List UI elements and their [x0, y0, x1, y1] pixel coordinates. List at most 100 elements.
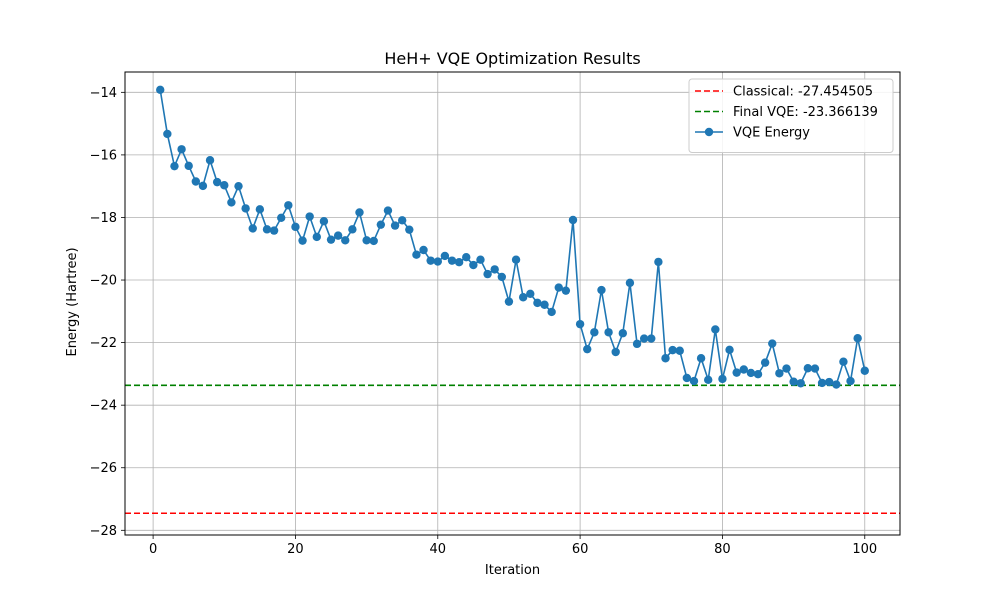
x-tick-label: 80 [714, 542, 731, 557]
data-point [298, 236, 307, 245]
data-point [696, 354, 706, 363]
data-point [426, 256, 435, 265]
data-point [390, 221, 400, 230]
data-point [355, 208, 364, 217]
data-point [419, 245, 428, 255]
data-point [234, 181, 243, 191]
data-point [440, 251, 450, 261]
data-point [312, 232, 321, 242]
data-point [682, 373, 692, 383]
data-point [483, 269, 492, 279]
data-point [796, 379, 805, 388]
data-point [248, 224, 257, 233]
data-point [675, 346, 684, 355]
data-point [597, 285, 606, 295]
data-point [504, 297, 514, 306]
data-point [241, 204, 250, 213]
y-tick-label: −20 [90, 274, 117, 289]
data-point [533, 298, 542, 308]
data-point [689, 376, 699, 386]
data-point [604, 328, 613, 337]
data-point [839, 357, 848, 366]
data-point [568, 215, 578, 225]
x-tick-label: 60 [572, 542, 589, 557]
data-point [832, 380, 841, 389]
data-point [760, 358, 770, 367]
y-tick-label: −14 [90, 86, 117, 101]
data-point [348, 225, 357, 234]
data-point [490, 265, 499, 274]
reference-lines [125, 384, 900, 515]
data-point [824, 377, 834, 387]
x-tick-label: 0 [149, 542, 157, 557]
data-point [775, 369, 784, 378]
series-layer [156, 85, 869, 389]
data-point [476, 255, 485, 264]
data-point [575, 319, 585, 329]
y-tick-label: −24 [90, 399, 117, 414]
legend-label: VQE Energy [733, 126, 810, 141]
legend-label: Final VQE: -23.366139 [733, 105, 878, 120]
y-tick-label: −18 [90, 211, 117, 226]
x-tick-label: 20 [287, 542, 304, 557]
data-point [262, 225, 272, 234]
data-point [383, 206, 393, 215]
data-point [184, 161, 193, 171]
data-point [511, 255, 521, 264]
x-tick-label: 100 [852, 542, 877, 557]
data-point [810, 364, 820, 373]
data-point [341, 236, 350, 245]
axes-frame [124, 71, 901, 536]
data-point [768, 339, 777, 348]
data-point [220, 181, 229, 190]
legend-marker [704, 127, 714, 137]
y-tick-label: −22 [90, 336, 117, 351]
legend-box [688, 78, 894, 153]
data-point [789, 377, 798, 386]
data-point [554, 283, 563, 292]
data-point [625, 278, 635, 288]
chart-title: HeH+ VQE Optimization Results [384, 49, 640, 68]
data-point [739, 365, 748, 374]
data-point [711, 325, 720, 334]
data-point [704, 375, 713, 385]
legend: Classical: -27.454505 Final VQE: -23.3661… [688, 78, 894, 153]
data-point [846, 376, 855, 386]
data-point [668, 345, 677, 355]
data-point [291, 222, 300, 232]
data-point [369, 236, 378, 246]
data-point [156, 85, 165, 95]
data-point [333, 231, 343, 240]
data-point [632, 339, 642, 349]
data-point [782, 364, 791, 373]
data-point [447, 256, 457, 265]
data-point [753, 370, 763, 379]
data-point [405, 225, 414, 234]
data-point [284, 201, 293, 210]
data-point [817, 378, 827, 388]
data-point [526, 289, 535, 299]
x-tick-label: 40 [430, 542, 447, 557]
data-point [853, 334, 862, 343]
data-point [518, 293, 528, 302]
y-tick-label: −26 [90, 461, 117, 476]
data-point [746, 368, 756, 378]
data-point [718, 374, 727, 384]
data-point [732, 368, 741, 377]
data-point [860, 366, 869, 375]
data-point [212, 177, 222, 187]
ticks: 0 20 40 60 80 100 −28 −26 −24 −22 −20 −18 −16 −14 [90, 86, 878, 557]
data-point [469, 260, 478, 270]
legend-label: Classical: -27.454505 [733, 85, 873, 100]
data-point [462, 253, 471, 262]
data-point [277, 213, 286, 222]
data-point [412, 250, 421, 259]
data-point [803, 364, 813, 373]
data-point [561, 286, 571, 295]
y-axis-label: Energy (Hartree) [65, 247, 80, 356]
data-point [590, 328, 599, 337]
data-point [618, 329, 628, 338]
data-point [177, 145, 186, 154]
data-point [198, 181, 208, 191]
